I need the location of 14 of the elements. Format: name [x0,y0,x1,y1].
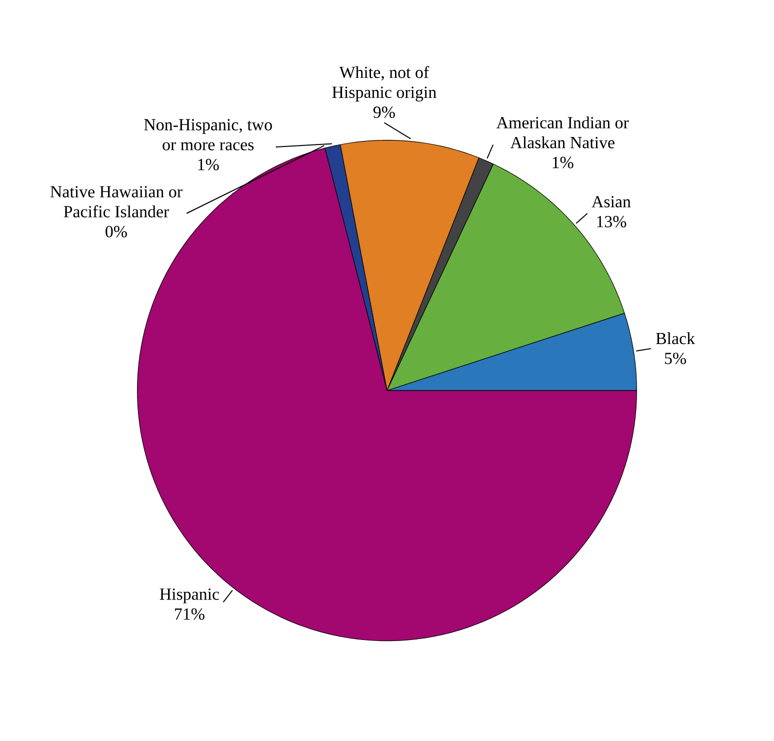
slice-label: Hispanic [160,588,220,604]
slice-label: Non-Hispanic, two or more races [144,119,272,150]
data-label: 9% [373,106,395,118]
slice-label: Asian [592,196,631,208]
data-label: 1% [552,156,574,168]
slice-label: White, not of Hispanic origin [332,66,436,102]
data-label: 1% [198,158,219,170]
slice-label: American Indian or Alaskan Native [496,116,629,148]
slice-label: Black [656,332,696,344]
data-label: 13% [597,216,626,228]
data-label: 5% [664,352,686,364]
text: 0% [106,226,127,238]
data-label: 71% [175,608,204,620]
category-label: Native Hawaiian or Pacific Islander [50,186,182,218]
